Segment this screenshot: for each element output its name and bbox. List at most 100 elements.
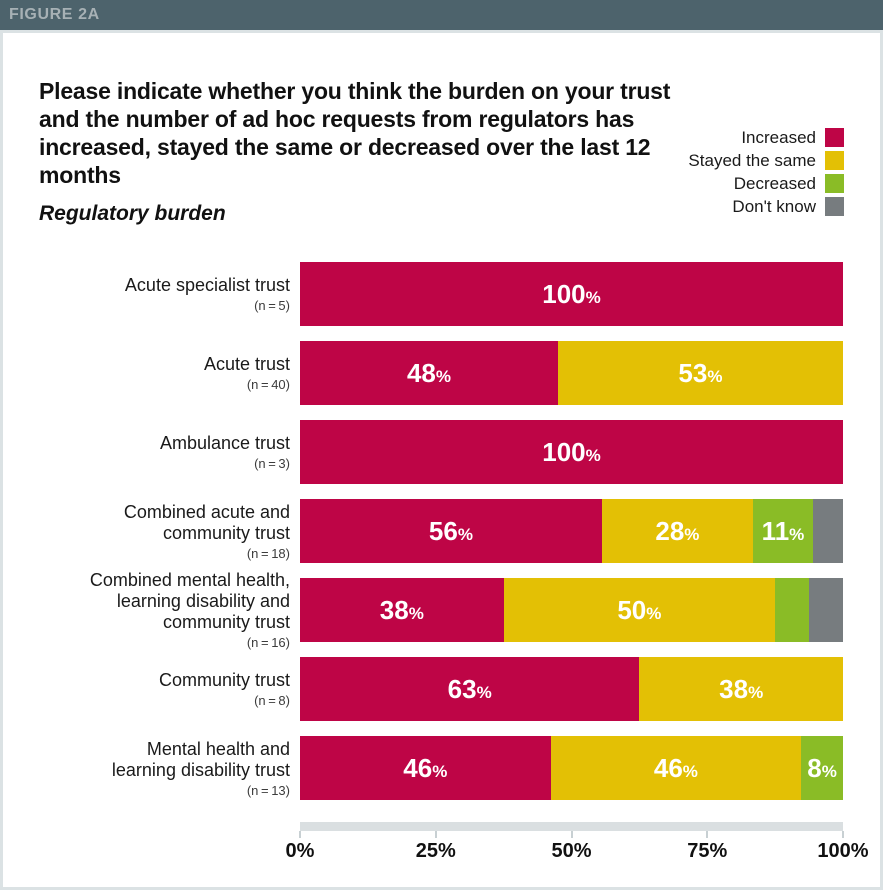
legend-item-stayed_the_same: Stayed the same <box>688 151 844 170</box>
segment-value-label: 38% <box>719 674 763 705</box>
axis-band <box>300 822 843 831</box>
category-label: Acute trust (n = 40) <box>39 354 290 392</box>
bar-segment-stayed_the_same: 28% <box>601 499 753 563</box>
bar-segment-decreased <box>775 578 810 642</box>
percent-sign: % <box>408 603 424 623</box>
stacked-bar: 48% 53% <box>300 341 843 405</box>
axis-tick-label: 25% <box>415 840 456 862</box>
category-line: learning disability trust <box>111 759 290 780</box>
stacked-bar: 100% <box>300 420 843 484</box>
segment-value: 46 <box>653 752 683 783</box>
segment-value: 48 <box>406 357 436 388</box>
chart-title: Please indicate whether you think the bu… <box>39 78 671 188</box>
stacked-bar: 63% 38% <box>300 657 843 721</box>
bar-segment-stayed_the_same: 46% <box>550 736 802 800</box>
percent-sign: % <box>748 682 764 702</box>
figure-header: FIGURE 2A <box>0 0 883 30</box>
legend-swatch-stayed_the_same <box>825 151 844 170</box>
segment-value: 100 <box>542 436 586 467</box>
axis-tick <box>570 831 573 838</box>
chart-row: Ambulance trust (n = 3) 100% <box>39 420 880 484</box>
bar-segment-increased: 63% <box>300 657 640 721</box>
stacked-bar: 38% 50% <box>300 578 843 642</box>
legend-label-dont_know: Don't know <box>732 196 816 216</box>
percent-sign: % <box>435 366 451 386</box>
segment-value-label: 50% <box>617 595 661 626</box>
percent-sign: % <box>682 761 698 781</box>
bar-segment-increased: 100% <box>300 420 843 484</box>
axis-tick <box>434 831 437 838</box>
segment-value: 28 <box>655 515 685 546</box>
x-axis: 0% 25% 50% 75% 100% <box>286 822 869 878</box>
axis-tick <box>706 831 709 838</box>
sample-size-label: (n = 3) <box>254 456 290 471</box>
percent-sign: % <box>646 603 662 623</box>
percent-sign: % <box>789 524 805 544</box>
chart-row: Combined mental health, learning disabili… <box>39 570 880 650</box>
segment-value-label: 63% <box>448 674 492 705</box>
segment-value-label: 11% <box>762 516 805 547</box>
bar-segment-increased: 48% <box>300 341 558 405</box>
segment-value-label: 8% <box>807 753 837 784</box>
chart-row: Acute specialist trust (n = 5) 100% <box>39 262 880 326</box>
sample-size-label: (n = 18) <box>246 545 290 561</box>
percent-sign: % <box>585 445 601 465</box>
percent-sign: % <box>457 524 473 544</box>
segment-value: 53 <box>678 357 708 388</box>
segment-value-label: 100% <box>542 437 601 468</box>
segment-value-label: 48% <box>407 358 451 389</box>
axis-tick-label: 100% <box>817 840 869 862</box>
segment-value-label: 56% <box>429 516 473 547</box>
category-line: Acute specialist trust <box>124 275 290 295</box>
category-line: Combined acute and <box>123 501 290 522</box>
chart-row: Mental health and learning disability tru… <box>39 736 880 800</box>
segment-value: 8 <box>807 752 822 783</box>
percent-sign: % <box>432 761 448 781</box>
segment-value: 38 <box>379 594 409 625</box>
segment-value: 56 <box>428 515 458 546</box>
legend-swatch-increased <box>825 128 844 147</box>
bar-segment-stayed_the_same: 53% <box>557 341 843 405</box>
category-line: Ambulance trust <box>159 433 290 453</box>
percent-sign: % <box>821 761 837 781</box>
bar-segment-dont_know <box>813 499 843 563</box>
percent-sign: % <box>707 366 723 386</box>
legend-item-dont_know: Don't know <box>688 197 844 216</box>
sample-size-label: (n = 13) <box>246 782 290 798</box>
segment-value: 11 <box>761 515 790 546</box>
figure-label: FIGURE 2A <box>9 6 100 23</box>
stacked-bar: 46% 46% 8% <box>300 736 843 800</box>
segment-value: 38 <box>719 673 749 704</box>
chart-row: Community trust (n = 8) 63% 38% <box>39 657 880 721</box>
segment-value: 63 <box>447 673 477 704</box>
bar-segment-increased: 56% <box>300 499 602 563</box>
legend-label-increased: Increased <box>741 127 816 147</box>
chart-rows: Acute specialist trust (n = 5) 100% Acute t… <box>39 262 880 800</box>
chart-row: Combined acute and community trust (n = 18… <box>39 499 880 563</box>
percent-sign: % <box>585 287 601 307</box>
segment-value: 46 <box>403 752 433 783</box>
segment-value-label: 28% <box>655 516 699 547</box>
segment-value-label: 53% <box>678 358 722 389</box>
bar-segment-dont_know <box>809 578 843 642</box>
legend-label-stayed_the_same: Stayed the same <box>688 150 816 170</box>
chart-row: Acute trust (n = 40) 48% 53% <box>39 341 880 405</box>
legend-swatch-decreased <box>825 174 844 193</box>
segment-value: 50 <box>617 594 647 625</box>
legend-label-decreased: Decreased <box>733 173 816 193</box>
segment-value-label: 46% <box>403 753 447 784</box>
legend: Increased Stayed the same Decreased Don't k… <box>688 128 844 220</box>
category-label: Combined acute and community trust (n = 18… <box>39 502 290 561</box>
percent-sign: % <box>684 524 700 544</box>
legend-item-increased: Increased <box>688 128 844 147</box>
axis-tick-label: 75% <box>687 840 728 862</box>
category-label: Combined mental health, learning disabili… <box>39 570 290 650</box>
category-label: Community trust (n = 8) <box>39 670 290 708</box>
category-line: Acute trust <box>203 354 290 374</box>
bar-segment-decreased: 8% <box>801 736 843 800</box>
bar-segment-decreased: 11% <box>752 499 814 563</box>
category-label: Acute specialist trust (n = 5) <box>39 275 290 313</box>
category-line: Combined mental health, <box>89 570 290 590</box>
sample-size-label: (n = 40) <box>246 377 290 392</box>
